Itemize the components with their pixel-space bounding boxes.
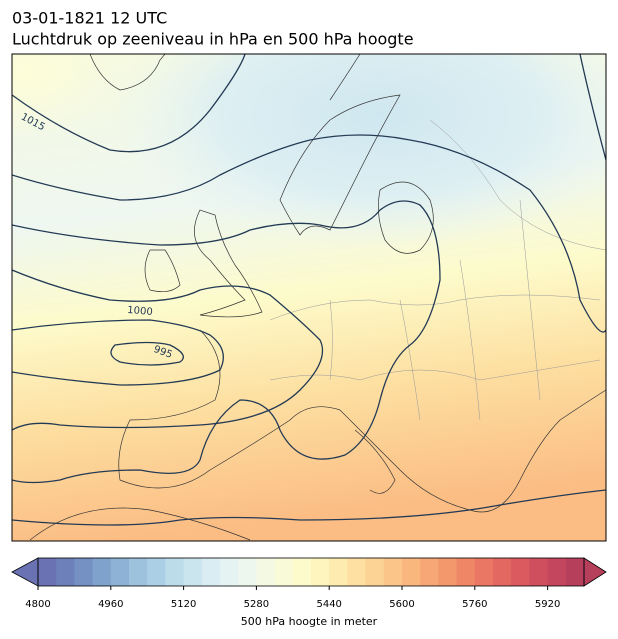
colorbar-segment xyxy=(511,558,530,586)
time-title: 03-01-1821 12 UTC xyxy=(12,9,167,28)
colorbar-segment xyxy=(402,558,421,586)
colorbar-segment xyxy=(110,558,130,586)
colorbar-extend-low xyxy=(11,557,39,587)
colorbar-segment xyxy=(256,558,276,586)
high-height-area xyxy=(12,54,312,254)
colorbar-tick-label: 5120 xyxy=(171,599,196,610)
colorbar-segment xyxy=(347,558,367,586)
colorbar-tick-label: 5280 xyxy=(244,599,269,610)
colorbar-segment xyxy=(129,558,148,586)
colorbar-tick-label: 4800 xyxy=(25,599,50,610)
colorbar-segment xyxy=(329,558,348,586)
colorbar-frame xyxy=(37,557,585,587)
isobars xyxy=(12,54,606,526)
colorbar-extend-high xyxy=(583,557,607,587)
colorbar-segment xyxy=(456,558,476,586)
colorbar-segment xyxy=(474,558,494,586)
colorbar-tick-label: 5920 xyxy=(535,599,560,610)
colorbar-segment xyxy=(38,558,57,586)
colorbar-segment xyxy=(274,558,294,586)
colorbar-segment xyxy=(165,558,185,586)
map-frame xyxy=(11,53,607,542)
colorbar-segment xyxy=(547,558,567,586)
borders xyxy=(269,119,606,421)
colorbar-segment xyxy=(201,558,221,586)
map-title: Luchtdruk op zeeniveau in hPa en 500 hPa… xyxy=(12,30,414,49)
isobar-label: 1000 xyxy=(127,305,153,318)
colorbar-segment xyxy=(74,558,94,586)
colorbar: 4800 4960 5120 5280 5440 5600 5760 5920 xyxy=(11,557,607,610)
colorbar-segment xyxy=(92,558,112,586)
colorbar-tick-label: 5440 xyxy=(316,599,341,610)
colorbar-segment xyxy=(383,558,403,586)
map xyxy=(12,54,606,541)
colorbar-segment xyxy=(420,558,439,586)
colorbar-segment xyxy=(220,558,239,586)
colorbar-tick-label: 4960 xyxy=(98,599,123,610)
colorbar-segment xyxy=(438,558,458,586)
colorbar-segment xyxy=(493,558,512,586)
colorbar-segment xyxy=(311,558,330,586)
colorbar-tick-label: 5600 xyxy=(389,599,414,610)
colorbar-tick-label: 5760 xyxy=(462,599,487,610)
colorbar-label: 500 hPa hoogte in meter xyxy=(241,615,378,628)
colorbar-segment xyxy=(238,558,257,586)
colorbar-segment xyxy=(565,558,585,586)
coastlines xyxy=(29,54,606,541)
colorbar-segment xyxy=(292,558,312,586)
colorbar-segment xyxy=(183,558,203,586)
colorbar-segment xyxy=(56,558,75,586)
colorbar-segment xyxy=(529,558,549,586)
colorbar-segment xyxy=(365,558,385,586)
colorbar-segment xyxy=(147,558,166,586)
